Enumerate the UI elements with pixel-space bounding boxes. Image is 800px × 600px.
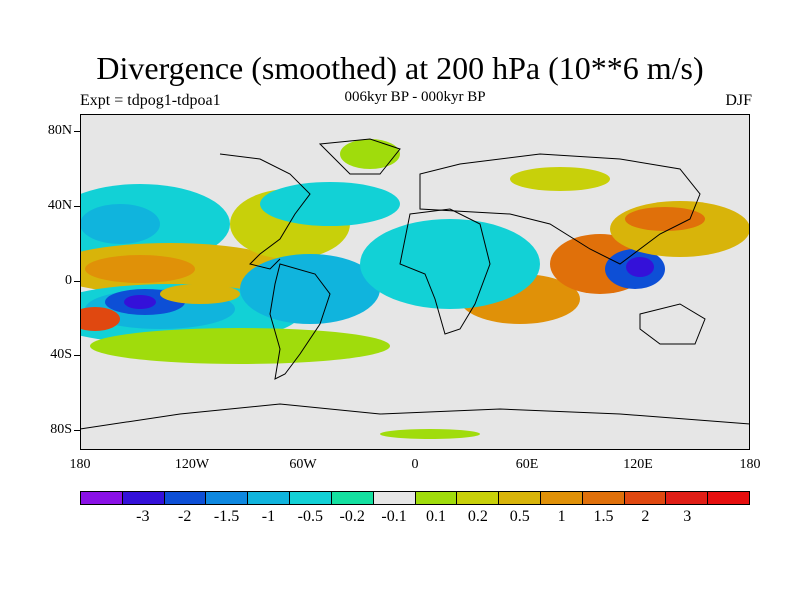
colorbar-label: 3 bbox=[683, 508, 692, 525]
blob-far-se-red bbox=[80, 307, 120, 331]
colorbar-label: -0.1 bbox=[381, 508, 407, 525]
blob-siberia-yellow bbox=[510, 167, 610, 191]
lon-label: 60E bbox=[515, 457, 539, 472]
blob-spac-purple bbox=[124, 295, 156, 309]
blob-south-green bbox=[90, 328, 390, 364]
colorbar-swatch bbox=[666, 492, 709, 504]
lat-tick bbox=[74, 281, 80, 282]
blob-maritime-purple bbox=[626, 257, 654, 277]
blob-arctic-green bbox=[340, 139, 400, 169]
lat-tick bbox=[74, 355, 80, 356]
colorbar-label: 1 bbox=[557, 508, 566, 525]
colorbar-swatch bbox=[624, 492, 667, 504]
colorbar-swatch bbox=[164, 492, 207, 504]
blob-se-pac-orange bbox=[160, 284, 240, 304]
colorbar-swatch bbox=[457, 492, 500, 504]
colorbar-swatch bbox=[248, 492, 291, 504]
colorbar-label: -1.5 bbox=[213, 508, 240, 525]
lon-label: 120E bbox=[623, 457, 653, 472]
lat-label: 80S bbox=[50, 422, 72, 437]
blob-antarctic-green bbox=[380, 429, 480, 439]
lat-label: 0 bbox=[65, 273, 72, 288]
lon-label: 60W bbox=[289, 457, 317, 472]
lon-label: 180 bbox=[69, 457, 91, 472]
colorbar-label: -0.5 bbox=[297, 508, 323, 525]
colorbar-label: 2 bbox=[641, 508, 650, 525]
lat-tick bbox=[74, 430, 80, 431]
lon-label: 120W bbox=[174, 457, 210, 472]
colorbar-label: 0.2 bbox=[467, 508, 488, 525]
colorbar-swatch bbox=[499, 492, 541, 504]
colorbar-label: 0.1 bbox=[425, 508, 446, 525]
blob-eqpac-dark-orange bbox=[85, 255, 195, 283]
lat-tick bbox=[74, 131, 80, 132]
divergence-map bbox=[80, 114, 750, 450]
colorbar-swatch bbox=[708, 492, 749, 504]
blob-atlantic-cyan bbox=[260, 182, 400, 226]
lat-label: 80N bbox=[47, 123, 72, 138]
colorbar-swatch bbox=[540, 492, 583, 504]
colorbar-swatch bbox=[373, 492, 416, 504]
colorbar-swatch bbox=[582, 492, 625, 504]
colorbar-swatch bbox=[331, 492, 374, 504]
lon-label: 0 bbox=[411, 457, 419, 472]
divergence-field bbox=[80, 138, 750, 439]
lat-tick bbox=[74, 206, 80, 207]
season-label: DJF bbox=[725, 92, 752, 109]
colorbar-label: 0.5 bbox=[509, 508, 530, 525]
colorbar-swatch bbox=[122, 492, 165, 504]
blob-asia-red bbox=[625, 207, 705, 231]
lat-label: 40N bbox=[47, 198, 72, 213]
coastlines bbox=[80, 138, 750, 430]
lon-label: 180 bbox=[739, 457, 761, 472]
plot-subtitle: 006kyr BP - 000kyr BP bbox=[344, 89, 486, 105]
colorbar-swatch bbox=[81, 492, 123, 504]
colorbar-label: 1.5 bbox=[593, 508, 614, 525]
experiment-label: Expt = tdpog1-tdpoa1 bbox=[80, 92, 221, 109]
colorbar-swatch bbox=[415, 492, 458, 504]
colorbar-label: -0.2 bbox=[339, 508, 365, 525]
colorbar-label: -1 bbox=[261, 508, 276, 525]
blob-indian-cyan bbox=[360, 219, 540, 309]
colorbar-label: -2 bbox=[178, 508, 192, 525]
blob-samerica-blue bbox=[240, 254, 380, 324]
colorbar-swatch bbox=[290, 492, 332, 504]
blob-npac-blue bbox=[80, 204, 160, 244]
lat-label: 40S bbox=[50, 347, 72, 362]
colorbar bbox=[80, 491, 750, 505]
contour-fills bbox=[80, 139, 750, 439]
colorbar-label: -3 bbox=[136, 508, 150, 525]
plot-title: Divergence (smoothed) at 200 hPa (10**6 … bbox=[96, 50, 704, 86]
colorbar-swatch bbox=[206, 492, 249, 504]
